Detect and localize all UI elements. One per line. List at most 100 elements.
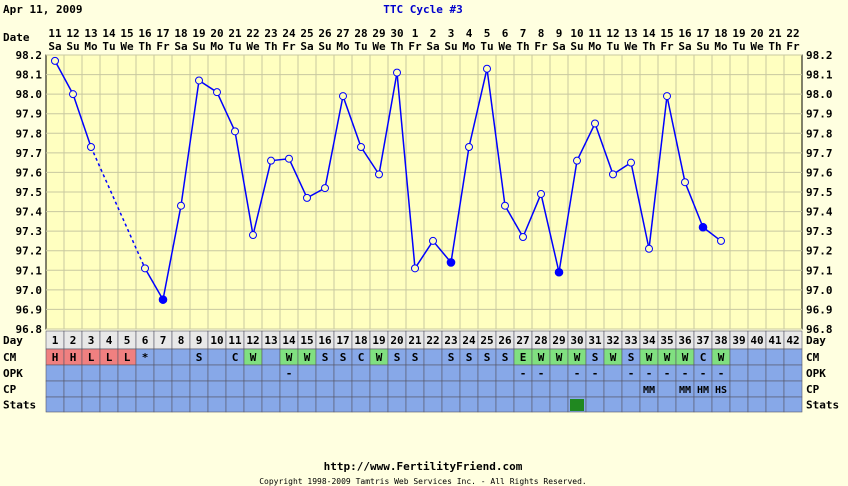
- stats-cell-bg: [81, 396, 101, 413]
- cp-cell: HS: [715, 385, 727, 396]
- y-tick-label: 97.5: [16, 186, 43, 199]
- cp-cell-bg: [477, 380, 497, 398]
- cm-cell: W: [286, 351, 293, 364]
- opk-cell-bg: [99, 364, 119, 382]
- cm-cell-bg: [423, 348, 443, 366]
- weekday-label: Su: [318, 40, 331, 53]
- opk-row-label-right: OPK: [806, 367, 826, 380]
- opk-cell-bg: [729, 364, 749, 382]
- cycle-day: 12: [246, 334, 259, 347]
- cycle-day: 20: [390, 334, 403, 347]
- stats-row-label: Stats: [3, 399, 36, 412]
- cycle-day: 5: [124, 334, 131, 347]
- cycle-day: 33: [624, 334, 637, 347]
- temperature-point: [537, 189, 545, 198]
- cycle-day: 36: [678, 334, 692, 347]
- opk-cell-bg: [783, 364, 803, 382]
- cp-cell-bg: [117, 380, 137, 398]
- cycle-day: 39: [732, 334, 745, 347]
- date-number-label: 11: [588, 27, 602, 40]
- date-number-label: 19: [732, 27, 745, 40]
- cp-cell-bg: [315, 380, 335, 398]
- cp-cell-bg: [171, 380, 191, 398]
- cycle-day: 42: [786, 334, 799, 347]
- date-number-label: 15: [120, 27, 133, 40]
- date-number-label: 6: [502, 27, 509, 40]
- date-number-label: 29: [372, 27, 385, 40]
- stats-cell-bg: [693, 396, 713, 413]
- cm-cell: S: [484, 351, 491, 364]
- temperature-line-segment: [648, 96, 668, 249]
- temperature-line-segment: [558, 160, 578, 273]
- stats-marker: [570, 399, 584, 411]
- cp-cell-bg: [153, 380, 173, 398]
- temperature-line-segment: [594, 123, 614, 175]
- cm-cell: S: [502, 351, 509, 364]
- cp-cell-bg: [423, 380, 443, 398]
- y-tick-label: 98.2: [16, 49, 43, 62]
- cycle-day: 37: [696, 334, 709, 347]
- cp-cell-bg: [441, 380, 461, 398]
- temperature-point: [158, 295, 168, 304]
- cp-cell-bg: [531, 380, 551, 398]
- chart-date: Apr 11, 2009: [3, 3, 82, 16]
- y-tick-label: 97.1: [16, 264, 43, 277]
- y-tick-label: 97.6: [16, 166, 43, 179]
- cycle-day: 18: [354, 334, 367, 347]
- y-tick-label: 97.3: [16, 225, 43, 238]
- opk-cell: -: [520, 367, 527, 380]
- weekday-label: Mo: [336, 40, 350, 53]
- opk-cell: -: [628, 367, 635, 380]
- cm-cell: E: [520, 351, 527, 364]
- date-number-label: 30: [390, 27, 403, 40]
- opk-cell-bg: [765, 364, 785, 382]
- temperature-line-segment: [540, 193, 560, 273]
- weekday-label: Th: [768, 40, 781, 53]
- stats-cell-bg: [369, 396, 389, 413]
- date-number-label: 14: [102, 27, 116, 40]
- y-tick-label-right: 98.0: [806, 88, 833, 101]
- stats-cell-bg: [513, 396, 533, 413]
- cp-cell-bg: [333, 380, 353, 398]
- grid-lines: [46, 54, 802, 330]
- date-number-label: 2: [430, 27, 437, 40]
- stats-cell-bg: [243, 396, 263, 413]
- weekday-label: Fr: [282, 40, 296, 53]
- opk-cell-bg: [297, 364, 317, 382]
- temperature-line-segment: [324, 95, 344, 189]
- opk-cell-bg: [315, 364, 335, 382]
- stats-cell-bg: [171, 396, 191, 413]
- temperature-point: [698, 222, 708, 232]
- cm-cell: L: [106, 351, 113, 364]
- cycle-day: 1: [52, 334, 59, 347]
- temperature-point: [249, 231, 257, 240]
- y-tick-label-right: 96.8: [806, 323, 833, 336]
- cycle-day: 25: [480, 334, 493, 347]
- date-number-label: 12: [606, 27, 619, 40]
- stats-cell-bg: [585, 396, 605, 413]
- weekday-label: Fr: [534, 40, 548, 53]
- date-number-label: 8: [538, 27, 545, 40]
- stats-cell-bg: [783, 396, 803, 413]
- opk-cell-bg: [477, 364, 497, 382]
- cycle-day: 40: [750, 334, 763, 347]
- temperature-line-segment: [504, 205, 524, 238]
- weekday-label: We: [120, 40, 134, 53]
- temperature-point: [609, 170, 617, 179]
- weekday-label: Sa: [300, 40, 313, 53]
- weekday-label: Sa: [552, 40, 565, 53]
- y-tick-label-right: 97.2: [806, 245, 833, 258]
- weekday-label: Th: [516, 40, 529, 53]
- temperature-line-segment: [666, 95, 686, 183]
- cycle-day: 29: [552, 334, 565, 347]
- footer-url[interactable]: http://www.FertilityFriend.com: [324, 460, 523, 473]
- temperature-point: [465, 142, 473, 151]
- cycle-day: 3: [88, 334, 95, 347]
- date-number-label: 1: [412, 27, 419, 40]
- opk-cell-bg: [135, 364, 155, 382]
- stats-cell-bg: [603, 396, 623, 413]
- opk-cell: -: [664, 367, 671, 380]
- stats-cell-bg: [333, 396, 353, 413]
- stats-cell-bg: [153, 396, 173, 413]
